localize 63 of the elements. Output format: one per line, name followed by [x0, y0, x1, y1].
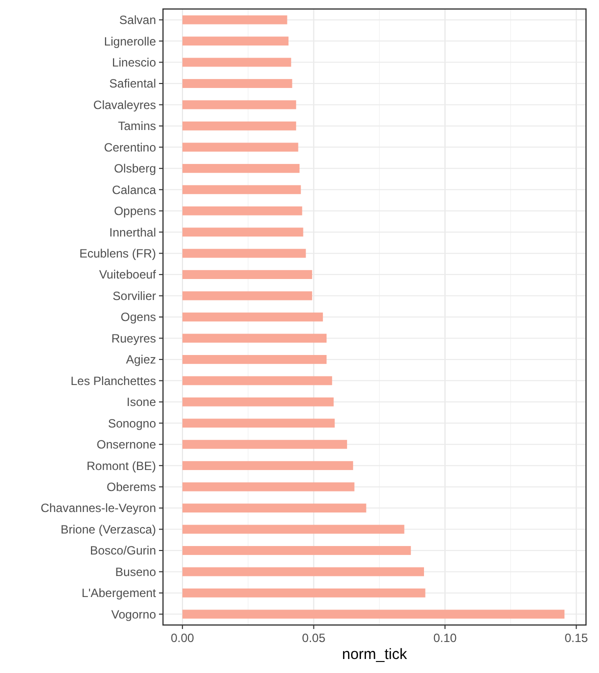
bar	[182, 142, 298, 152]
bar	[182, 206, 302, 216]
bar	[182, 588, 426, 598]
y-tick-label: Sonogno	[108, 416, 156, 430]
y-tick-label: Brione (Verzasca)	[60, 522, 156, 536]
y-tick-label: Isone	[126, 395, 156, 410]
bar	[182, 248, 306, 258]
y-tick-label: Agiez	[126, 352, 156, 367]
y-tick-label: Calanca	[112, 182, 156, 197]
bar	[182, 482, 354, 492]
bar	[182, 524, 404, 534]
bar	[182, 228, 304, 237]
y-tick-label: Ecublens (FR)	[79, 246, 156, 261]
bar	[182, 164, 300, 173]
y-tick-label: Bosco/Gurin	[90, 544, 156, 558]
y-tick-label: Chavannes-le-Veyron	[40, 501, 156, 516]
bar	[182, 610, 564, 619]
y-tick-label: Linescio	[112, 55, 156, 70]
y-tick-label: Olsberg	[114, 162, 156, 176]
y-tick-label: Onsernone	[96, 438, 156, 452]
y-tick-label: Clavaleyres	[93, 98, 156, 112]
x-tick-label: 0.05	[302, 631, 326, 645]
y-tick-label: Lignerolle	[104, 34, 156, 48]
bar	[182, 291, 312, 300]
y-tick-label: Ogens	[120, 310, 156, 324]
y-tick-label: L'Abergement	[82, 586, 157, 600]
y-tick-label: Romont (BE)	[86, 458, 156, 473]
bar	[182, 418, 335, 428]
bar	[182, 15, 288, 24]
x-tick-label: 0.15	[564, 631, 588, 645]
bar	[182, 461, 354, 470]
x-tick-label: 0.00	[170, 631, 194, 645]
y-tick-label: Innerthal	[109, 225, 156, 240]
y-tick-label: Vuiteboeuf	[99, 268, 157, 282]
bar	[182, 334, 327, 343]
bar	[182, 397, 334, 406]
bar	[182, 312, 323, 322]
bar	[182, 504, 366, 512]
bar	[182, 79, 292, 88]
bar	[182, 36, 289, 46]
bar	[182, 354, 327, 364]
x-tick-label: 0.10	[433, 631, 457, 645]
bar	[182, 270, 312, 280]
bar	[182, 122, 296, 130]
bar	[182, 185, 301, 194]
bar	[182, 100, 296, 110]
y-tick-label: Vogorno	[111, 607, 156, 622]
y-tick-label: Salvan	[119, 13, 156, 28]
y-tick-label: Sorvilier	[112, 288, 156, 303]
y-tick-label: Cerentino	[104, 140, 156, 154]
y-tick-label: Oberems	[106, 480, 156, 494]
y-tick-label: Rueyres	[111, 331, 156, 346]
bar	[182, 546, 411, 555]
x-axis-title: norm_tick	[342, 646, 408, 663]
y-tick-label: Tamins	[118, 119, 156, 134]
bar	[182, 58, 292, 67]
y-tick-label: Safiental	[109, 76, 156, 91]
y-tick-label: Les Planchettes	[70, 374, 156, 388]
y-tick-label: Buseno	[115, 564, 156, 579]
bar	[182, 567, 424, 576]
y-tick-label: Oppens	[114, 204, 156, 218]
bar	[182, 376, 332, 386]
bar	[182, 440, 348, 449]
